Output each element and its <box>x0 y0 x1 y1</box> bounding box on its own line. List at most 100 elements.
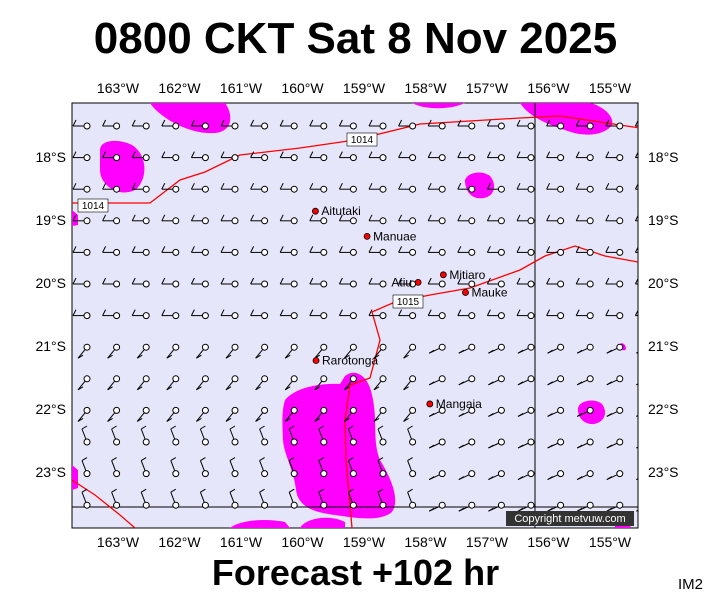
wind-barb-station <box>142 406 150 414</box>
wind-barb-station <box>557 185 565 193</box>
wind-barb-station <box>379 122 387 130</box>
lon-label: 163°W <box>97 80 140 96</box>
wind-barb-feather <box>111 488 117 493</box>
wind-barb-feather <box>107 417 113 422</box>
wind-barb-feather <box>250 182 255 190</box>
wind-barb-feather <box>634 182 638 190</box>
wind-barb-feather <box>488 507 494 512</box>
wind-barb-station <box>616 122 624 130</box>
wind-barb-feather <box>220 309 225 316</box>
wind-barb-feather <box>373 386 380 391</box>
wind-barb-feather <box>225 386 232 391</box>
wind-barb-feather <box>190 182 195 190</box>
wind-barb-feather <box>488 381 494 386</box>
wind-barb-feather <box>605 246 610 253</box>
wind-barb-feather <box>170 425 177 430</box>
wind-barb-feather <box>229 425 236 430</box>
wind-barb-station <box>497 406 505 414</box>
wind-barb-feather <box>407 425 413 430</box>
wind-barb-station <box>616 406 624 414</box>
wind-barb-feather <box>279 309 284 316</box>
wind-barb-feather <box>279 214 284 222</box>
wind-barb-feather <box>457 151 462 158</box>
wind-barb-feather <box>427 214 432 222</box>
wind-barb-station <box>468 470 476 478</box>
wind-barb-feather <box>575 119 580 127</box>
wind-barb-feather <box>288 425 295 430</box>
wind-barb-station <box>142 438 150 446</box>
wind-barb-station <box>586 185 594 193</box>
wind-barb-station <box>201 154 209 162</box>
wind-barb-feather <box>575 246 580 253</box>
wind-barb-feather <box>131 182 136 190</box>
wind-barb-station <box>201 280 209 288</box>
wind-barb-station <box>468 185 476 193</box>
wind-barb-station <box>290 375 298 383</box>
wind-barb-station <box>261 343 269 351</box>
wind-barb-station <box>527 154 535 162</box>
wind-barb-station <box>172 406 180 414</box>
wind-barb-feather <box>458 444 465 449</box>
wind-barb-feather <box>338 151 343 158</box>
wind-barb-station <box>438 406 446 414</box>
wind-barb-feather <box>338 214 343 222</box>
wind-barb-feather <box>546 309 551 316</box>
wind-barb-station <box>409 438 417 446</box>
wind-barb-station <box>172 343 180 351</box>
wind-barb-feather <box>102 277 107 285</box>
wind-barb-station <box>409 470 417 478</box>
wind-barb-station <box>320 280 328 288</box>
lat-label: 18°S <box>648 149 679 165</box>
place-dot <box>426 400 434 408</box>
wind-barb-station <box>290 217 298 225</box>
wind-barb-feather <box>606 476 613 481</box>
wind-barb-feather <box>229 488 236 493</box>
wind-barb-feather <box>427 119 432 127</box>
wind-barb-feather <box>136 354 143 359</box>
wind-barb-feather <box>259 488 265 493</box>
wind-barb-station <box>290 343 298 351</box>
wind-barb-station <box>261 122 269 130</box>
wind-barb-station <box>497 438 505 446</box>
isobar-label-1: 1014 <box>346 132 378 147</box>
lat-label: 23°S <box>35 464 66 480</box>
wind-barb-station <box>113 470 121 478</box>
wind-barb-feather <box>547 349 553 354</box>
wind-barb-station <box>320 312 328 320</box>
wind-barb-feather <box>488 349 494 354</box>
wind-barb-feather <box>344 386 350 391</box>
wind-barb-feather <box>250 151 255 158</box>
wind-barb-feather <box>72 182 77 190</box>
wind-barb-station <box>172 280 180 288</box>
wind-barb-station <box>438 438 446 446</box>
wind-barb-feather <box>398 214 403 222</box>
wind-barb-station <box>261 154 269 162</box>
wind-barb-station <box>231 217 239 225</box>
wind-barb-station <box>379 154 387 162</box>
wind-barb-feather <box>72 214 77 222</box>
wind-barb-feather <box>634 214 638 222</box>
wind-barb-station <box>349 122 357 130</box>
wind-barb-feather <box>279 277 284 285</box>
wind-barb-station <box>497 501 505 509</box>
wind-barb-station <box>527 501 535 509</box>
wind-barb-station <box>409 217 417 225</box>
wind-barb-station <box>83 438 91 446</box>
wind-barb-feather <box>407 488 413 493</box>
forecast-label: Forecast +102 hr <box>211 552 500 593</box>
wind-barb-feather <box>576 381 583 386</box>
wind-barb-station <box>142 501 150 509</box>
lat-label: 18°S <box>35 149 66 165</box>
wind-barb-feather <box>605 309 610 316</box>
wind-barb-feather <box>225 417 232 422</box>
wind-barb-station <box>586 375 594 383</box>
wind-barb-feather <box>606 444 613 449</box>
wind-barb-station <box>527 248 535 256</box>
wind-barb-feather <box>458 412 465 417</box>
wind-barb-feather <box>428 349 435 354</box>
wind-barb-feather <box>636 351 638 354</box>
wind-barb-station <box>616 438 624 446</box>
wind-barb-station <box>616 375 624 383</box>
wind-barb-feather <box>318 425 325 430</box>
wind-barb-station <box>83 280 91 288</box>
